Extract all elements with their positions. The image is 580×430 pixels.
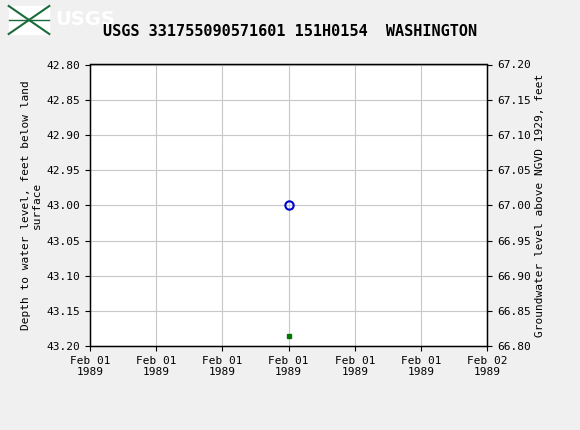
Legend: Period of approved data: Period of approved data <box>188 429 389 430</box>
Text: USGS 331755090571601 151H0154  WASHINGTON: USGS 331755090571601 151H0154 WASHINGTON <box>103 24 477 39</box>
Y-axis label: Groundwater level above NGVD 1929, feet: Groundwater level above NGVD 1929, feet <box>535 74 545 337</box>
Y-axis label: Depth to water level, feet below land
surface: Depth to water level, feet below land su… <box>21 80 42 330</box>
Text: USGS: USGS <box>55 10 115 30</box>
Bar <box>9 6 49 34</box>
